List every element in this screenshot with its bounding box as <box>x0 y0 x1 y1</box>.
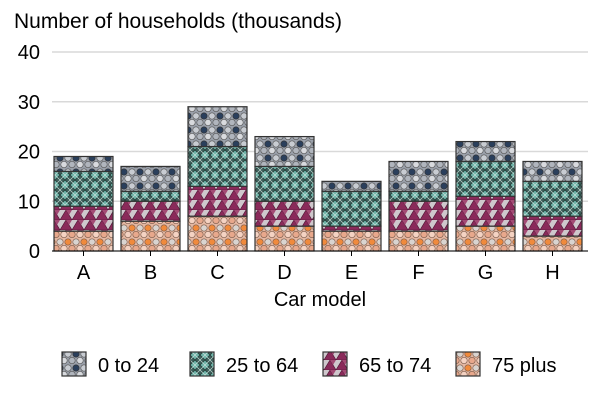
bars <box>53 106 583 252</box>
y-tick-label: 10 <box>18 191 40 213</box>
bar-segment <box>187 145 248 187</box>
bar-segment <box>522 160 583 182</box>
bar-segment <box>53 155 114 173</box>
legend: 0 to 24 25 to 64 65 to 74 75 plus <box>61 351 557 377</box>
bar-segment <box>321 190 382 227</box>
bar-segment <box>388 230 449 252</box>
bar-segment <box>321 225 382 232</box>
bar-segment <box>53 230 114 252</box>
bar-segment <box>388 160 449 192</box>
legend-swatch <box>322 351 348 377</box>
chart-title: Number of households (thousands) <box>14 10 342 33</box>
y-axis: 0 10 20 30 40 <box>18 42 40 263</box>
bar-segment <box>254 225 315 252</box>
bar-segment <box>254 135 315 168</box>
legend-swatch <box>189 351 215 377</box>
bar-segment <box>388 190 449 202</box>
legend-swatch <box>455 351 481 377</box>
y-tick-label: 0 <box>29 241 40 263</box>
bar-segment <box>120 165 181 192</box>
bar-segment <box>120 190 181 202</box>
bar-segment <box>522 215 583 237</box>
bar-segment <box>455 160 516 197</box>
bar-segment <box>522 235 583 252</box>
bar-segment <box>187 106 248 148</box>
legend-label: 0 to 24 <box>98 355 159 377</box>
y-tick-label: 30 <box>18 92 40 114</box>
x-tick-label: F <box>412 262 424 284</box>
x-tick-label: B <box>144 262 157 284</box>
bar-segment <box>187 215 248 252</box>
bar-segment <box>321 180 382 192</box>
bar-segment <box>455 140 516 163</box>
bar-segment <box>522 180 583 217</box>
bar-segment <box>388 200 449 232</box>
legend-label: 75 plus <box>492 355 557 377</box>
legend-swatch <box>61 351 87 377</box>
x-axis: A B C D E F G H <box>52 250 588 284</box>
bar-segment <box>321 230 382 252</box>
x-axis-title: Car model <box>274 289 366 311</box>
y-tick-label: 20 <box>18 142 40 164</box>
legend-label: 65 to 74 <box>359 355 431 377</box>
bar-segment <box>120 220 181 252</box>
x-tick-label: H <box>545 262 559 284</box>
x-tick-label: A <box>77 262 91 284</box>
bar-segment <box>187 185 248 217</box>
bar-segment <box>254 200 315 227</box>
y-tick-label: 40 <box>18 42 40 64</box>
bar-segment <box>455 195 516 227</box>
bar-segment <box>455 225 516 252</box>
x-tick-label: G <box>478 262 494 284</box>
legend-label: 25 to 64 <box>226 355 298 377</box>
x-tick-label: D <box>277 262 291 284</box>
x-tick-label: C <box>210 262 224 284</box>
bar-segment <box>120 200 181 222</box>
x-tick-label: E <box>345 262 358 284</box>
bar-segment <box>53 170 114 207</box>
bar-segment <box>53 205 114 232</box>
bar-segment <box>254 165 315 202</box>
